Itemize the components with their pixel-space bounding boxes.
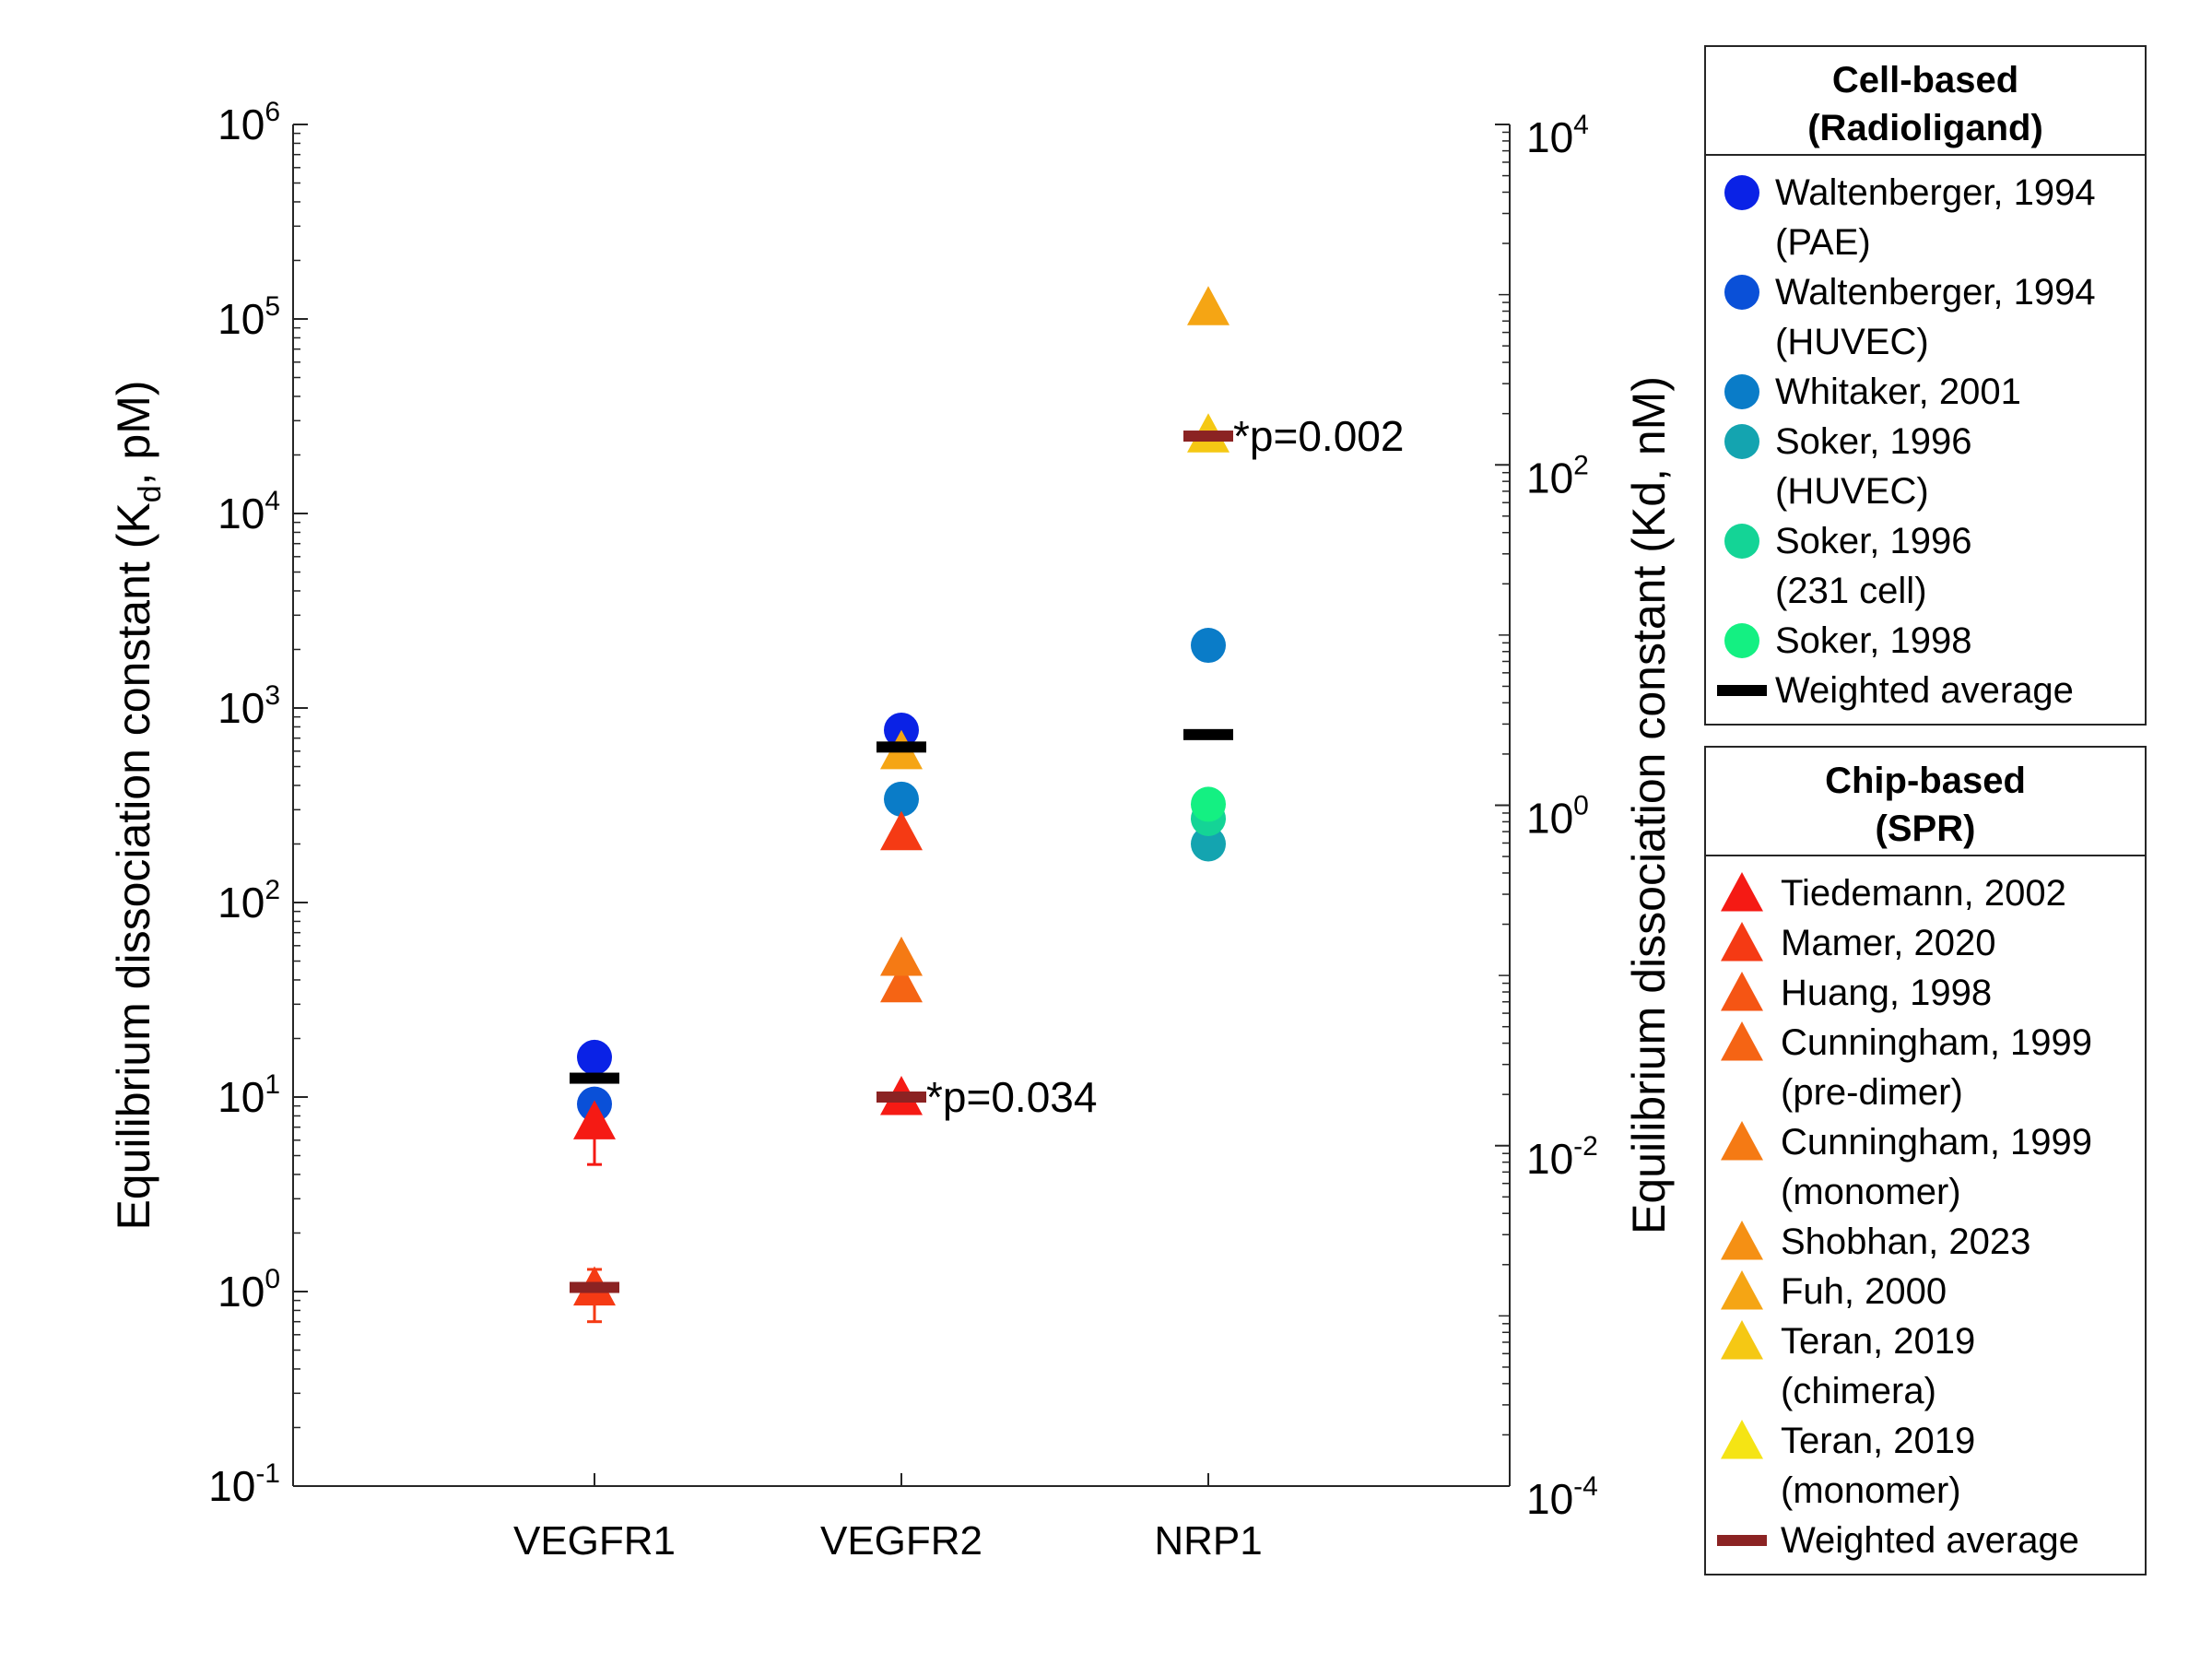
legend-entry-label: (monomer) (1781, 1172, 1961, 1212)
legend-entry-label: Whitaker, 2001 (1775, 372, 2021, 412)
legend-entry-label: Soker, 1996 (1775, 521, 1972, 561)
legend-marker-circle (1724, 275, 1759, 310)
y-right-tick-label: 10-2 (1526, 1131, 1598, 1183)
weighted-average-cell-mark (1183, 728, 1233, 740)
legend-entry-label: (chimera) (1781, 1371, 1936, 1411)
legend-cell-based-box (1704, 45, 2147, 726)
legend-entry-label: Shobhan, 2023 (1781, 1221, 2030, 1262)
legend-entry-label: Teran, 2019 (1781, 1321, 1975, 1362)
legend-marker-circle (1724, 623, 1759, 658)
y-left-tick-label: 104 (218, 486, 280, 537)
legend-entry-label: Soker, 1998 (1775, 620, 1972, 661)
legend-marker-bar (1717, 685, 1767, 696)
legend-entry-label: (HUVEC) (1775, 322, 1929, 362)
legend-marker-triangle (1721, 1021, 1763, 1061)
data-point-circle (884, 781, 919, 817)
legend-entry-label: Waltenberger, 1994 (1775, 272, 2096, 313)
legend-entry-label: Tiedemann, 2002 (1781, 873, 2066, 914)
data-point-triangle (880, 962, 923, 1003)
significance-annotation: *p=0.034 (926, 1073, 1097, 1121)
legend-entry-label: Fuh, 2000 (1781, 1271, 1947, 1312)
weighted-average-cell-mark (877, 741, 926, 753)
weighted-average-cell-mark (570, 1072, 619, 1084)
legend-marker-triangle (1721, 1221, 1763, 1260)
legend-entry-label: Huang, 1998 (1781, 973, 1992, 1013)
legend-marker-triangle (1721, 1121, 1763, 1161)
legend-chip-based-title: (SPR) (1876, 808, 1976, 849)
y-left-tick-label: 100 (218, 1264, 280, 1316)
y-right-tick-label: 10-4 (1526, 1471, 1598, 1523)
y-axis-right-label: Equilibrium dissociation constant (Kd, n… (1623, 376, 1675, 1234)
legend-entry-label: Weighted average (1775, 670, 2074, 711)
y-left-tick-label: 106 (218, 97, 280, 148)
x-tick-label: VEGFR2 (820, 1518, 982, 1564)
y-left-tick-label: 103 (218, 680, 280, 732)
y-left-tick-label: 101 (218, 1069, 280, 1121)
data-point-circle (1191, 786, 1226, 822)
weighted-average-chip-mark (1183, 431, 1233, 443)
y-right-tick-label: 102 (1526, 450, 1589, 502)
y-right-tick-label: 100 (1526, 791, 1589, 843)
data-point-circle (1191, 628, 1226, 664)
legend-entry-label: Waltenberger, 1994 (1775, 172, 2096, 213)
data-point-triangle (880, 936, 923, 976)
x-tick-label: VEGFR1 (513, 1518, 676, 1564)
data-point-triangle (573, 1100, 616, 1139)
y-left-tick-label: 105 (218, 291, 280, 343)
legend-entry-label: (monomer) (1781, 1470, 1961, 1511)
legend-entry-label: Soker, 1996 (1775, 421, 1972, 462)
x-tick-label: NRP1 (1154, 1518, 1262, 1564)
data-point-triangle (1187, 286, 1230, 325)
legend-marker-circle (1724, 175, 1759, 210)
weighted-average-chip-mark (570, 1281, 619, 1293)
legend-entry-label: (pre-dimer) (1781, 1072, 1963, 1113)
legend-marker-triangle (1721, 1320, 1763, 1360)
legend-entry-label: Cunningham, 1999 (1781, 1022, 2092, 1063)
legend-entry-label: (231 cell) (1775, 571, 1927, 611)
significance-annotation: *p=0.002 (1233, 412, 1404, 460)
data-point-circle (577, 1039, 612, 1075)
weighted-average-chip-mark (877, 1092, 926, 1103)
legend-entry-label: Cunningham, 1999 (1781, 1122, 2092, 1162)
legend-marker-triangle (1721, 1270, 1763, 1310)
legend-entry-label: (PAE) (1775, 222, 1871, 263)
legend-cell-based-title: Cell-based (1832, 60, 2018, 100)
legend-marker-triangle (1721, 922, 1763, 962)
legend-marker-circle (1724, 424, 1759, 459)
y-axis-left-label: Equilibrium dissociation constant (Kd, p… (108, 380, 168, 1230)
legend-marker-circle (1724, 524, 1759, 559)
data-point-circle (1191, 826, 1226, 862)
legend-entry-label: Weighted average (1781, 1520, 2079, 1561)
legend-entry-label: (HUVEC) (1775, 471, 1929, 512)
y-left-tick-label: 102 (218, 875, 280, 926)
legend-entry-label: Mamer, 2020 (1781, 923, 1995, 963)
data-point-triangle (880, 810, 923, 851)
legend-marker-triangle (1721, 1420, 1763, 1459)
legend-marker-circle (1724, 374, 1759, 409)
y-left-tick-label: 10-1 (208, 1458, 280, 1510)
legend-cell-based-title: (Radioligand) (1807, 108, 2043, 148)
legend-chip-based-title: Chip-based (1825, 761, 2026, 801)
legend-entry-label: Teran, 2019 (1781, 1421, 1975, 1461)
legend-marker-bar (1717, 1535, 1767, 1546)
legend-chip-based-box (1704, 746, 2147, 1575)
y-right-tick-label: 104 (1526, 110, 1589, 161)
legend-marker-triangle (1721, 972, 1763, 1011)
legend-marker-triangle (1721, 872, 1763, 912)
